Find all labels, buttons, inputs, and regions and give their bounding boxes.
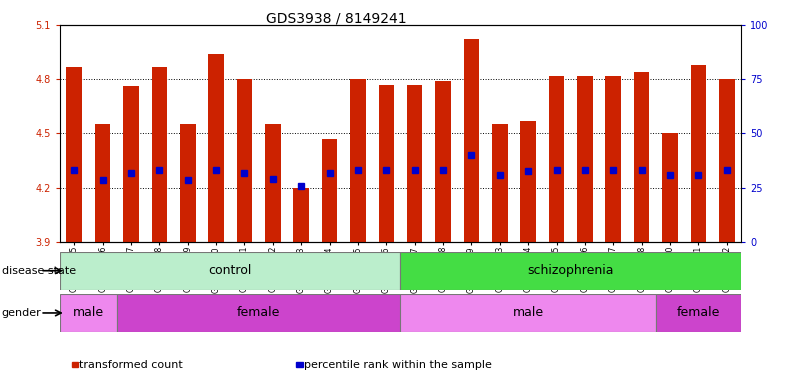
- Bar: [180, 124, 195, 242]
- Bar: [117, 294, 400, 332]
- Text: disease state: disease state: [2, 266, 76, 276]
- Bar: [634, 72, 650, 242]
- Text: male: male: [513, 306, 544, 319]
- Text: female: female: [237, 306, 280, 319]
- Bar: [95, 124, 111, 242]
- Bar: [293, 188, 309, 242]
- Bar: [577, 76, 593, 242]
- Text: schizophrenia: schizophrenia: [528, 264, 614, 277]
- Bar: [379, 84, 394, 242]
- Text: transformed count: transformed count: [79, 360, 183, 370]
- Text: gender: gender: [2, 308, 42, 318]
- Bar: [521, 121, 536, 242]
- Bar: [549, 76, 565, 242]
- Bar: [151, 66, 167, 242]
- Bar: [656, 294, 741, 332]
- Text: male: male: [73, 306, 104, 319]
- Bar: [400, 252, 741, 290]
- Bar: [265, 124, 280, 242]
- Bar: [66, 66, 82, 242]
- Bar: [492, 124, 508, 242]
- Bar: [236, 79, 252, 242]
- Bar: [60, 252, 400, 290]
- Bar: [208, 54, 224, 242]
- Bar: [400, 294, 656, 332]
- Text: female: female: [677, 306, 720, 319]
- Bar: [407, 84, 422, 242]
- Bar: [690, 65, 706, 242]
- Text: GDS3938 / 8149241: GDS3938 / 8149241: [266, 12, 407, 25]
- Bar: [606, 76, 621, 242]
- Bar: [464, 40, 479, 242]
- Text: control: control: [208, 264, 252, 277]
- Bar: [322, 139, 337, 242]
- Bar: [350, 79, 366, 242]
- Bar: [123, 86, 139, 242]
- Bar: [662, 133, 678, 242]
- Bar: [719, 79, 735, 242]
- Text: percentile rank within the sample: percentile rank within the sample: [304, 360, 492, 370]
- Bar: [435, 81, 451, 242]
- Bar: [60, 294, 117, 332]
